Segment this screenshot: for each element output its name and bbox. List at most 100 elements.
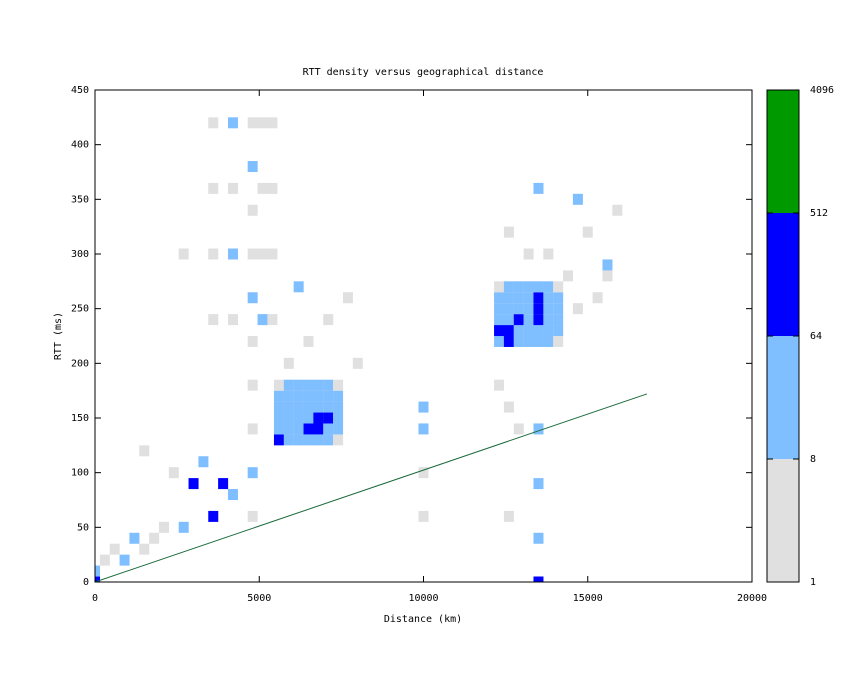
heat-cell xyxy=(543,314,554,326)
heat-cell xyxy=(418,467,429,479)
y-tick-label: 0 xyxy=(83,577,89,588)
heat-cell xyxy=(533,325,544,337)
heat-cell xyxy=(293,401,304,413)
heat-cell xyxy=(533,335,544,347)
heat-cell xyxy=(333,401,344,413)
heat-cell xyxy=(283,434,294,446)
y-axis-label: RTT (ms) xyxy=(53,312,64,360)
heat-cell xyxy=(273,401,284,413)
heat-cell xyxy=(582,226,593,238)
heat-cell xyxy=(273,412,284,424)
heat-cell xyxy=(247,248,258,260)
heat-cell xyxy=(198,456,209,468)
heatmap xyxy=(95,117,623,582)
heat-cell xyxy=(218,478,229,490)
heat-cell xyxy=(523,281,534,293)
heat-cell xyxy=(602,270,613,282)
y-tick-label: 200 xyxy=(71,358,89,369)
y-tick-label: 50 xyxy=(77,522,89,533)
heat-cell xyxy=(533,281,544,293)
heat-cell xyxy=(303,412,314,424)
heat-cell xyxy=(418,423,429,435)
heat-cell xyxy=(247,117,258,129)
heat-cell xyxy=(323,314,334,326)
heat-cell xyxy=(283,401,294,413)
colorbar-segment xyxy=(767,459,799,582)
heat-cell xyxy=(257,182,268,194)
heat-cell xyxy=(303,379,314,391)
heat-cell xyxy=(323,434,334,446)
heat-cell xyxy=(418,510,429,522)
heat-cell xyxy=(95,565,100,577)
y-tick-label: 350 xyxy=(71,194,89,205)
heat-cell xyxy=(333,390,344,402)
heat-cell xyxy=(247,292,258,304)
heat-cell xyxy=(273,390,284,402)
heat-cell xyxy=(553,325,564,337)
heat-cell xyxy=(273,423,284,435)
heat-cell xyxy=(602,259,613,271)
heat-cell xyxy=(257,248,268,260)
y-tick-label: 100 xyxy=(71,468,89,479)
heat-cell xyxy=(293,434,304,446)
heat-cell xyxy=(523,292,534,304)
heat-cell xyxy=(533,423,544,435)
heat-cell xyxy=(553,303,564,315)
heat-cell xyxy=(333,423,344,435)
heat-cell xyxy=(503,281,514,293)
heat-cell xyxy=(119,554,130,566)
colorbar-segment xyxy=(767,213,799,336)
heat-cell xyxy=(208,248,219,260)
heat-cell xyxy=(418,401,429,413)
heat-cell xyxy=(533,292,544,304)
heat-cell xyxy=(323,401,334,413)
x-axis-label: Distance (km) xyxy=(384,614,462,625)
heat-cell xyxy=(208,182,219,194)
heat-cell xyxy=(352,357,363,369)
heat-cell xyxy=(303,335,314,347)
heat-cell xyxy=(267,248,278,260)
heat-cell xyxy=(494,335,505,347)
heat-cell xyxy=(503,314,514,326)
heat-cell xyxy=(543,292,554,304)
heat-cell xyxy=(267,117,278,129)
heat-cell xyxy=(533,532,544,544)
heat-cell xyxy=(227,117,238,129)
heat-cell xyxy=(293,379,304,391)
heat-cell xyxy=(257,314,268,326)
heat-cell xyxy=(168,467,179,479)
heat-cell xyxy=(494,325,505,337)
y-tick-label: 150 xyxy=(71,413,89,424)
heat-cell xyxy=(333,379,344,391)
heat-cell xyxy=(208,117,219,129)
heat-cell xyxy=(247,204,258,216)
heat-cell xyxy=(503,335,514,347)
heat-cell xyxy=(503,325,514,337)
heat-cell xyxy=(494,379,505,391)
heat-cell xyxy=(333,434,344,446)
heat-cell xyxy=(503,510,514,522)
heat-cell xyxy=(149,532,160,544)
heat-cell xyxy=(293,390,304,402)
heat-cell xyxy=(543,248,554,260)
heat-cell xyxy=(513,423,524,435)
heat-cell xyxy=(208,510,219,522)
heat-cell xyxy=(513,335,524,347)
heat-cell xyxy=(178,248,189,260)
heat-cell xyxy=(612,204,623,216)
heat-cell xyxy=(313,423,324,435)
heat-cell xyxy=(533,314,544,326)
heat-cell xyxy=(267,182,278,194)
x-tick-label: 10000 xyxy=(408,593,438,604)
heat-cell xyxy=(227,182,238,194)
heat-cell xyxy=(533,182,544,194)
heat-cell xyxy=(99,554,110,566)
heat-cell xyxy=(293,423,304,435)
heat-cell xyxy=(494,314,505,326)
heat-cell xyxy=(139,543,150,555)
heat-cell xyxy=(333,412,344,424)
heat-cell xyxy=(543,281,554,293)
heat-cell xyxy=(323,390,334,402)
y-tick-label: 450 xyxy=(71,85,89,96)
heat-cell xyxy=(208,314,219,326)
